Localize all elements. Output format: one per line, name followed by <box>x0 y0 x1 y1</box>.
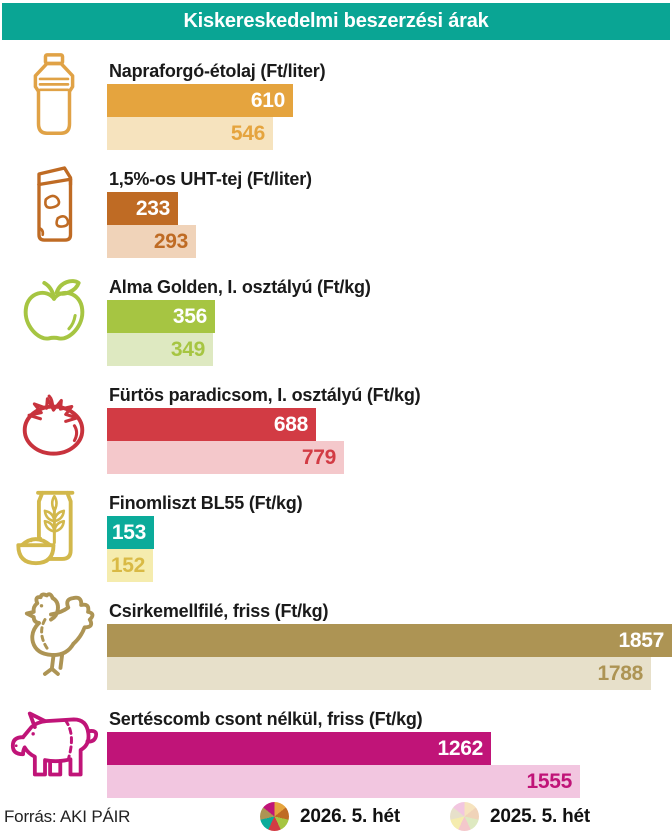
product-label: Finomliszt BL55 (Ft/kg) <box>109 493 303 513</box>
product-row: Napraforgó-étolaj (Ft/liter) 610 546 <box>0 42 672 150</box>
bar-2026: 1857 <box>107 624 672 657</box>
chicken-icon <box>13 592 95 680</box>
product-label: Fürtös paradicsom, I. osztályú (Ft/kg) <box>109 385 421 405</box>
legend-2025-label: 2025. 5. hét <box>490 805 591 827</box>
product-row: 1,5%-os UHT-tej (Ft/liter) 233 293 <box>0 150 672 258</box>
product-label: Napraforgó-étolaj (Ft/liter) <box>109 61 326 81</box>
product-label: 1,5%-os UHT-tej (Ft/liter) <box>109 169 312 189</box>
bar-2025: 779 <box>107 441 344 474</box>
product-label: Sertéscomb csont nélkül, friss (Ft/kg) <box>109 709 423 729</box>
product-row: Csirkemellfilé, friss (Ft/kg) 1857 1788 <box>0 582 672 690</box>
pie-2025-icon <box>450 802 479 831</box>
bar-2025: 349 <box>107 333 213 366</box>
page-title: Kiskereskedelmi beszerzési árak <box>183 10 489 32</box>
product-label: Csirkemellfilé, friss (Ft/kg) <box>109 601 329 621</box>
bar-2026: 233 <box>107 192 178 225</box>
bar-2025: 293 <box>107 225 196 258</box>
bar-2026: 610 <box>107 84 293 117</box>
flour-sack-icon <box>14 484 93 572</box>
product-row: Fürtös paradicsom, I. osztályú (Ft/kg) 6… <box>0 366 672 474</box>
source-text: Forrás: AKI PÁIR <box>4 807 131 826</box>
pie-2026-icon <box>260 802 289 831</box>
product-row: Sertéscomb csont nélkül, friss (Ft/kg) 1… <box>0 690 672 798</box>
title-banner: Kiskereskedelmi beszerzési árak <box>2 3 670 40</box>
bar-2025: 152 <box>107 549 153 582</box>
legend-item-2026: 2026. 5. hét <box>260 802 400 831</box>
bar-2026: 356 <box>107 300 215 333</box>
tomato-icon <box>14 383 93 458</box>
product-row: Alma Golden, I. osztályú (Ft/kg) 356 349 <box>0 258 672 366</box>
bar-2026: 688 <box>107 408 316 441</box>
oil-bottle-icon <box>23 51 85 141</box>
bar-2026: 153 <box>107 516 154 549</box>
bar-2026: 1262 <box>107 732 491 765</box>
footer: Forrás: AKI PÁIR 2026. 5. hét 2025. 5. h… <box>0 798 672 835</box>
product-list: Napraforgó-étolaj (Ft/liter) 610 546 1,5… <box>0 42 672 798</box>
legend-item-2025: 2025. 5. hét <box>450 802 590 831</box>
pig-icon <box>6 705 101 783</box>
product-label: Alma Golden, I. osztályú (Ft/kg) <box>109 277 371 297</box>
product-row: Finomliszt BL55 (Ft/kg) 153 152 <box>0 474 672 582</box>
bar-2025: 1555 <box>107 765 580 798</box>
apple-icon <box>14 275 94 349</box>
bar-2025: 546 <box>107 117 273 150</box>
milk-carton-icon <box>24 160 84 248</box>
legend-2026-label: 2026. 5. hét <box>300 805 401 827</box>
bar-2025: 1788 <box>107 657 651 690</box>
